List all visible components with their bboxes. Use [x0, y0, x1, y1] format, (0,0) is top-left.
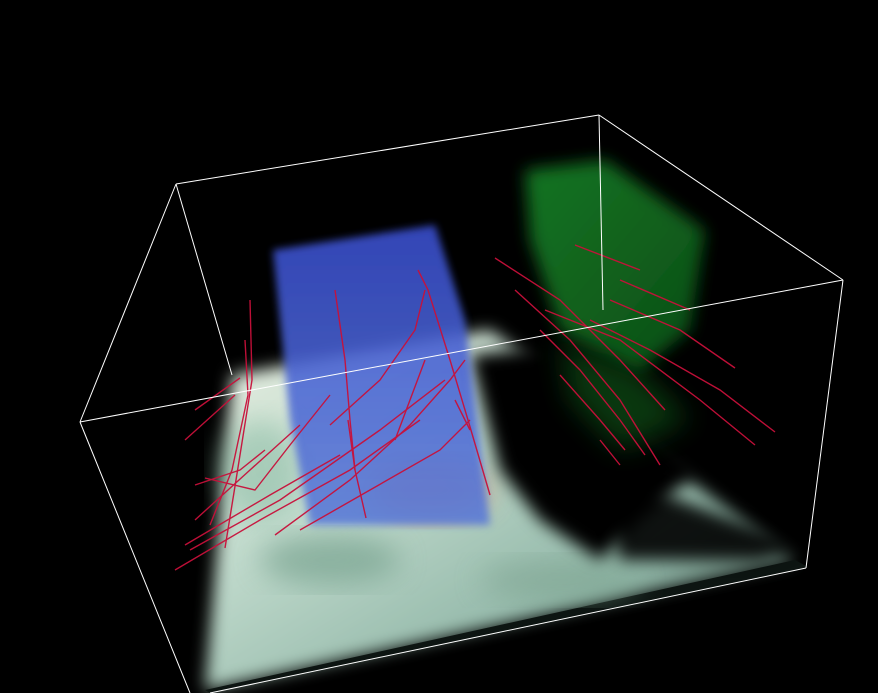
dark-region — [470, 345, 800, 560]
bounding-box — [79, 114, 844, 693]
streamlines — [174, 244, 776, 571]
blue-volume — [273, 225, 490, 525]
